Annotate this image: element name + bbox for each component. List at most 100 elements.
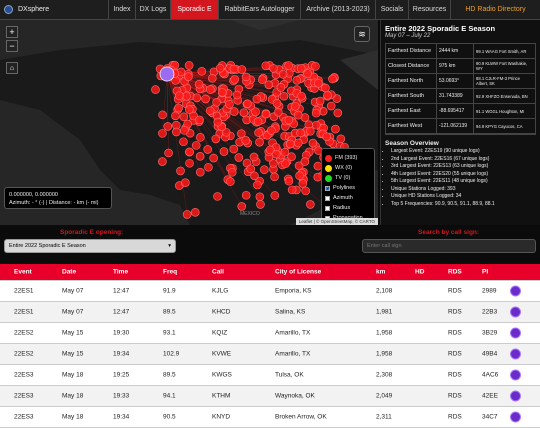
option-label: Polylines <box>333 185 355 191</box>
rds-badge[interactable] <box>510 286 521 297</box>
cell-date: May 15 <box>62 351 83 358</box>
rds-badge[interactable] <box>510 328 521 339</box>
nav-tab[interactable]: Resources <box>408 0 450 19</box>
nav-tab[interactable]: Socials <box>375 0 408 19</box>
station-dot <box>301 158 309 166</box>
station-dot <box>185 106 193 114</box>
cell-time: 19:25 <box>113 372 129 379</box>
cell-date: May 15 <box>62 330 83 337</box>
station-dot <box>242 136 250 144</box>
station-dot <box>270 64 278 72</box>
option[interactable]: Azimuth <box>325 193 371 203</box>
search-input[interactable]: Enter call sign <box>362 239 536 253</box>
column-header[interactable]: PI <box>482 269 488 276</box>
option[interactable]: ✓Polylines <box>325 183 371 193</box>
rds-badge[interactable] <box>510 412 521 423</box>
nav-tab[interactable]: Archive (2013-2023) <box>300 0 375 19</box>
cell-call: KQIZ <box>212 330 227 337</box>
cell-time: 19:34 <box>113 414 129 421</box>
cell-freq: 94.1 <box>163 393 176 400</box>
nav-tab[interactable]: DX Logs <box>135 0 170 19</box>
cell-pi: 49B4 <box>482 351 497 358</box>
cell-rds: RDS <box>448 330 462 337</box>
cell-call: KHCD <box>212 309 230 316</box>
station-dot <box>328 75 336 83</box>
rds-badge[interactable] <box>510 370 521 381</box>
station-dot <box>331 125 339 133</box>
side-panel: Entire 2022 Sporadic E Season May 07 – J… <box>380 20 540 225</box>
zoom-in[interactable]: + <box>6 26 18 38</box>
home-marker[interactable] <box>160 67 174 81</box>
option[interactable]: Radius <box>325 203 371 213</box>
station-dot <box>228 168 236 176</box>
zoom-out[interactable]: − <box>6 40 18 52</box>
nav-tab[interactable]: Sporadic E <box>170 0 218 19</box>
nav-tab[interactable]: Index <box>108 0 135 19</box>
cell-city: Waynoka, OK <box>275 393 315 400</box>
rds-badge[interactable] <box>510 307 521 318</box>
page: {"nav":{"logo":"DXsphere","tabs":["Index… <box>0 0 540 405</box>
nav-tab[interactable]: RabbitEars Autologger <box>218 0 300 19</box>
column-header[interactable]: HD <box>415 269 424 276</box>
opening-select[interactable]: Entire 2022 Sporadic E Season▾ <box>4 239 176 253</box>
column-header[interactable]: RDS <box>448 269 462 276</box>
cell-rds: RDS <box>448 372 462 379</box>
stat-value: 53.0693° <box>436 74 474 88</box>
station-dot <box>294 111 302 119</box>
checkbox[interactable] <box>325 206 330 211</box>
cell-freq: 102.9 <box>163 351 179 358</box>
station-dot <box>230 145 238 153</box>
station-dot <box>180 113 188 121</box>
station-dot <box>238 202 246 210</box>
station-dot <box>235 154 243 162</box>
station-dot <box>164 122 172 130</box>
logo-text: DXsphere <box>18 6 49 13</box>
stat-label: Farthest Distance <box>386 47 436 55</box>
cell-call: KVWE <box>212 351 231 358</box>
checkbox[interactable]: ✓ <box>325 186 330 191</box>
legend-label: FM (393) <box>335 155 357 161</box>
station-dot <box>260 166 268 174</box>
column-header[interactable]: Event <box>14 269 32 276</box>
station-dot <box>225 100 233 108</box>
station-dot <box>184 73 192 81</box>
overview-title: Season Overview <box>385 140 536 147</box>
home-button[interactable]: ⌂ <box>6 62 18 74</box>
column-header[interactable]: Date <box>62 269 76 276</box>
logo[interactable]: DXsphere <box>0 0 108 19</box>
station-dot <box>186 148 194 156</box>
checkbox[interactable] <box>325 196 330 201</box>
column-header[interactable]: km <box>376 269 385 276</box>
layers-button[interactable]: ≋ <box>354 26 370 42</box>
station-dot <box>312 121 320 129</box>
rds-badge[interactable] <box>510 349 521 360</box>
column-header[interactable]: City of License <box>275 269 321 276</box>
opening-value: Entire 2022 Sporadic E Season <box>9 243 86 249</box>
station-dot <box>314 79 322 87</box>
station-dot <box>226 178 234 186</box>
station-dot <box>271 191 279 199</box>
log-table: Event Date Time Freq Call City of License km HD… <box>0 264 540 428</box>
cell-pi: 22B3 <box>482 309 497 316</box>
column-header[interactable]: Call <box>212 269 224 276</box>
rds-badge[interactable] <box>510 391 521 402</box>
station-dot <box>323 133 331 141</box>
station-dot <box>297 64 305 72</box>
nav-tab[interactable]: HD Radio Directory <box>450 0 540 19</box>
map[interactable]: MEXICO + − ⌂ ≋ FM (393)WX (0)TV (0)✓Poly… <box>0 20 378 225</box>
column-header[interactable]: Freq <box>163 269 177 276</box>
column-header[interactable]: Time <box>113 269 128 276</box>
cell-time: 12:47 <box>113 309 129 316</box>
station-dot <box>296 172 304 180</box>
station-dot <box>327 102 335 110</box>
